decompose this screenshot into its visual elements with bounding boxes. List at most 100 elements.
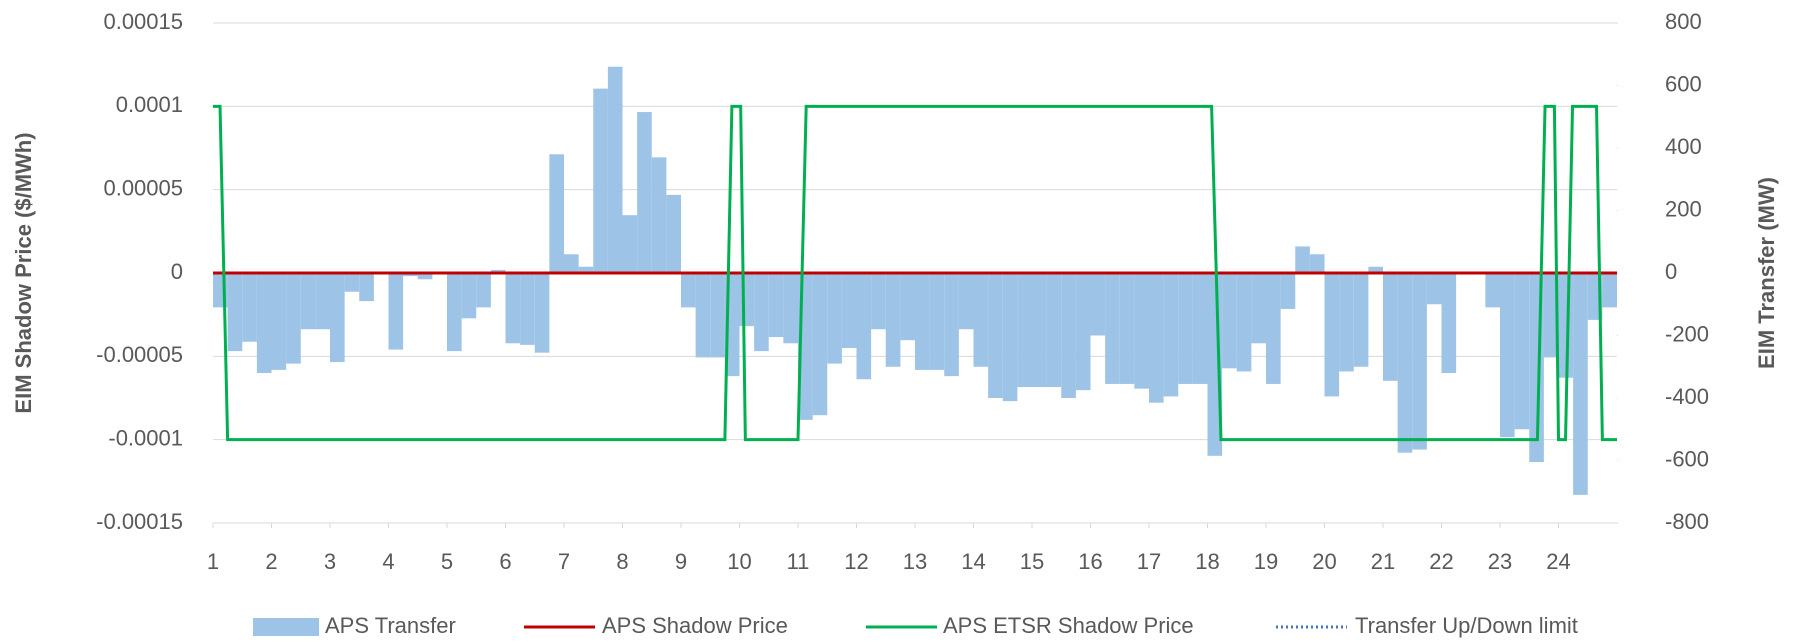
bar <box>1485 273 1500 308</box>
bar <box>1353 273 1369 367</box>
legend-layer: APS Transfer APS Shadow Price APS ETSR Sha… <box>253 613 1578 638</box>
y2-axis-title: EIM Transfer (MW) <box>1754 177 1779 369</box>
bar <box>242 273 257 342</box>
bar <box>1119 273 1135 384</box>
bar <box>783 273 798 344</box>
legend-label: APS Shadow Price <box>602 613 788 638</box>
bar <box>520 273 535 345</box>
lines-layer <box>213 104 1617 442</box>
y2-tick-label: -400 <box>1665 384 1709 409</box>
bar <box>1163 273 1179 397</box>
x-tick-label: 9 <box>675 549 687 574</box>
bar <box>827 273 842 364</box>
bar <box>1412 273 1427 450</box>
bar <box>637 112 652 273</box>
x-tick-label: 2 <box>265 549 277 574</box>
legend-label: APS ETSR Shadow Price <box>943 613 1194 638</box>
bar <box>754 273 769 352</box>
bar <box>388 273 404 350</box>
bar <box>578 266 594 273</box>
bar <box>564 254 579 273</box>
bar <box>447 273 462 352</box>
x-tick-label: 17 <box>1137 549 1161 574</box>
bar <box>344 273 360 292</box>
y-tick-label: 0.00005 <box>103 175 183 200</box>
y-tick-label: -0.00015 <box>96 509 183 534</box>
bar <box>1280 273 1296 309</box>
bar <box>1426 273 1442 305</box>
x-tick-label: 20 <box>1312 549 1336 574</box>
bar <box>651 157 667 273</box>
bar <box>490 269 506 273</box>
x-tick-label: 23 <box>1488 549 1512 574</box>
bar <box>1192 273 1208 384</box>
bar <box>461 273 477 319</box>
x-tick-label: 15 <box>1020 549 1044 574</box>
bar <box>885 273 901 367</box>
x-tick-label: 10 <box>727 549 751 574</box>
bar <box>812 273 828 416</box>
line <box>213 104 1617 442</box>
bar <box>1134 273 1149 389</box>
bar <box>330 273 345 363</box>
x-tick-label: 14 <box>961 549 985 574</box>
bar <box>1032 273 1047 388</box>
bar <box>403 273 418 277</box>
bar <box>841 273 857 348</box>
x-tick-label: 8 <box>616 549 628 574</box>
bar <box>1046 273 1062 388</box>
bar <box>1573 273 1588 495</box>
x-tick-label: 11 <box>787 549 810 574</box>
bar <box>1149 273 1164 403</box>
bar <box>973 273 989 367</box>
bar <box>944 273 959 377</box>
x-tick-label: 13 <box>903 549 927 574</box>
bar <box>1543 273 1559 358</box>
x-tick-label: 22 <box>1429 549 1453 574</box>
y-tick-label: -0.0001 <box>108 425 183 450</box>
y-axis-title: EIM Shadow Price ($/MWh) <box>11 132 36 413</box>
bar <box>1397 273 1413 453</box>
x-tick-label: 3 <box>324 549 336 574</box>
y2-tick-label: 200 <box>1665 196 1702 221</box>
bar <box>505 273 521 344</box>
bar <box>1602 273 1617 308</box>
x-tick-label: 21 <box>1371 549 1395 574</box>
bar <box>915 273 930 370</box>
x-tick-label: 1 <box>207 549 219 574</box>
bar <box>710 273 725 358</box>
x-tick-label: 7 <box>558 549 570 574</box>
bar <box>900 273 915 341</box>
bar <box>1075 273 1091 391</box>
bar <box>607 66 623 273</box>
bar <box>1295 246 1310 273</box>
bar <box>534 273 550 353</box>
y-tick-label: 0.00015 <box>103 9 183 34</box>
bar <box>1105 273 1120 384</box>
y-tick-label: -0.00005 <box>96 342 183 367</box>
bar <box>227 273 243 352</box>
bar <box>1324 273 1340 397</box>
y2-tick-label: -800 <box>1665 509 1709 534</box>
bar <box>1441 273 1457 373</box>
bar <box>1339 273 1354 372</box>
x-tick-label: 16 <box>1078 549 1102 574</box>
bar <box>681 273 696 308</box>
y2-tick-label: 600 <box>1665 71 1702 96</box>
legend-swatch <box>253 618 319 636</box>
bar <box>929 273 945 370</box>
bar <box>256 273 272 373</box>
bar <box>958 273 974 330</box>
y2-tick-label: 800 <box>1665 9 1702 34</box>
x-tick-label: 5 <box>441 549 453 574</box>
y-tick-label: 0.0001 <box>116 92 183 117</box>
bar <box>1309 254 1325 273</box>
bar <box>1061 273 1076 398</box>
legend-label: APS Transfer <box>325 613 456 638</box>
bar <box>300 273 316 330</box>
bar <box>359 273 374 302</box>
bar <box>1500 273 1515 438</box>
x-tick-label: 4 <box>382 549 394 574</box>
x-tick-label: 12 <box>844 549 868 574</box>
